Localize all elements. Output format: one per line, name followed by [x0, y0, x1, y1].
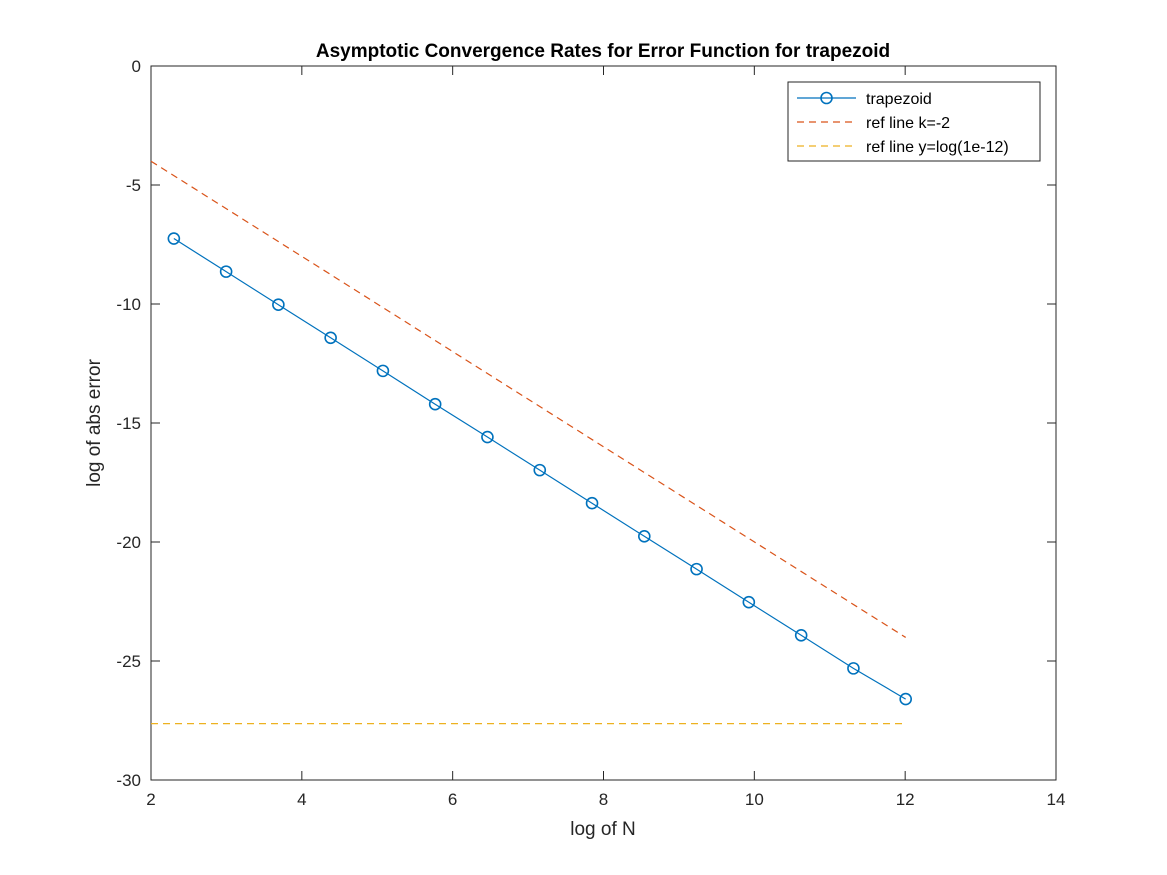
data-point: [637, 529, 651, 543]
y-tick-label: -30: [116, 771, 141, 790]
y-tick-label: 0: [132, 57, 141, 76]
legend-box: [787, 81, 1041, 162]
tick-labels: 2 4 6 8 10 12 14 0 -5 -10 -15 -20 -25 -30: [116, 57, 1065, 809]
data-point: [533, 463, 547, 477]
x-tick-label: 8: [599, 790, 608, 809]
data-point: [428, 397, 442, 411]
legend-marker-trapezoid: [820, 91, 833, 105]
y-tick-label: -25: [116, 652, 141, 671]
y-tick-label: -20: [116, 533, 141, 552]
axis-ticks: [150, 65, 1057, 781]
series-layer: [150, 160, 912, 725]
y-tick-label: -5: [126, 176, 141, 195]
x-tick-label: 6: [448, 790, 457, 809]
data-point: [219, 265, 233, 278]
x-tick-label: 12: [896, 790, 915, 809]
chart-title: Asymptotic Convergence Rates for Error F…: [316, 41, 890, 62]
legend: trapezoid ref line k=-2 ref line y=log(1…: [787, 81, 1041, 162]
legend-label-ref-y: ref line y=log(1e-12): [866, 139, 1009, 156]
data-point: [272, 298, 285, 312]
x-axis-label: log of N: [570, 819, 635, 840]
series-line-0: [173, 238, 906, 700]
legend-label-trapezoid: trapezoid: [866, 91, 932, 108]
data-point: [481, 430, 494, 444]
data-point: [324, 331, 337, 345]
data-point: [847, 662, 860, 675]
x-tick-label: 14: [1047, 790, 1066, 809]
data-point: [899, 692, 912, 706]
data-point: [690, 562, 703, 576]
x-tick-label: 2: [146, 790, 155, 809]
y-tick-label: -10: [116, 295, 141, 314]
data-point: [794, 628, 808, 642]
data-point: [376, 364, 390, 378]
plot-area: [150, 65, 1057, 781]
y-tick-label: -15: [116, 414, 141, 433]
x-tick-label: 10: [745, 790, 764, 809]
data-point: [585, 496, 599, 510]
data-point: [742, 595, 756, 609]
x-tick-label: 4: [297, 790, 306, 809]
y-axis-label: log of abs error: [84, 358, 105, 486]
data-point: [167, 232, 181, 245]
legend-label-ref-k: ref line k=-2: [866, 115, 950, 132]
series-line-1: [150, 160, 907, 638]
